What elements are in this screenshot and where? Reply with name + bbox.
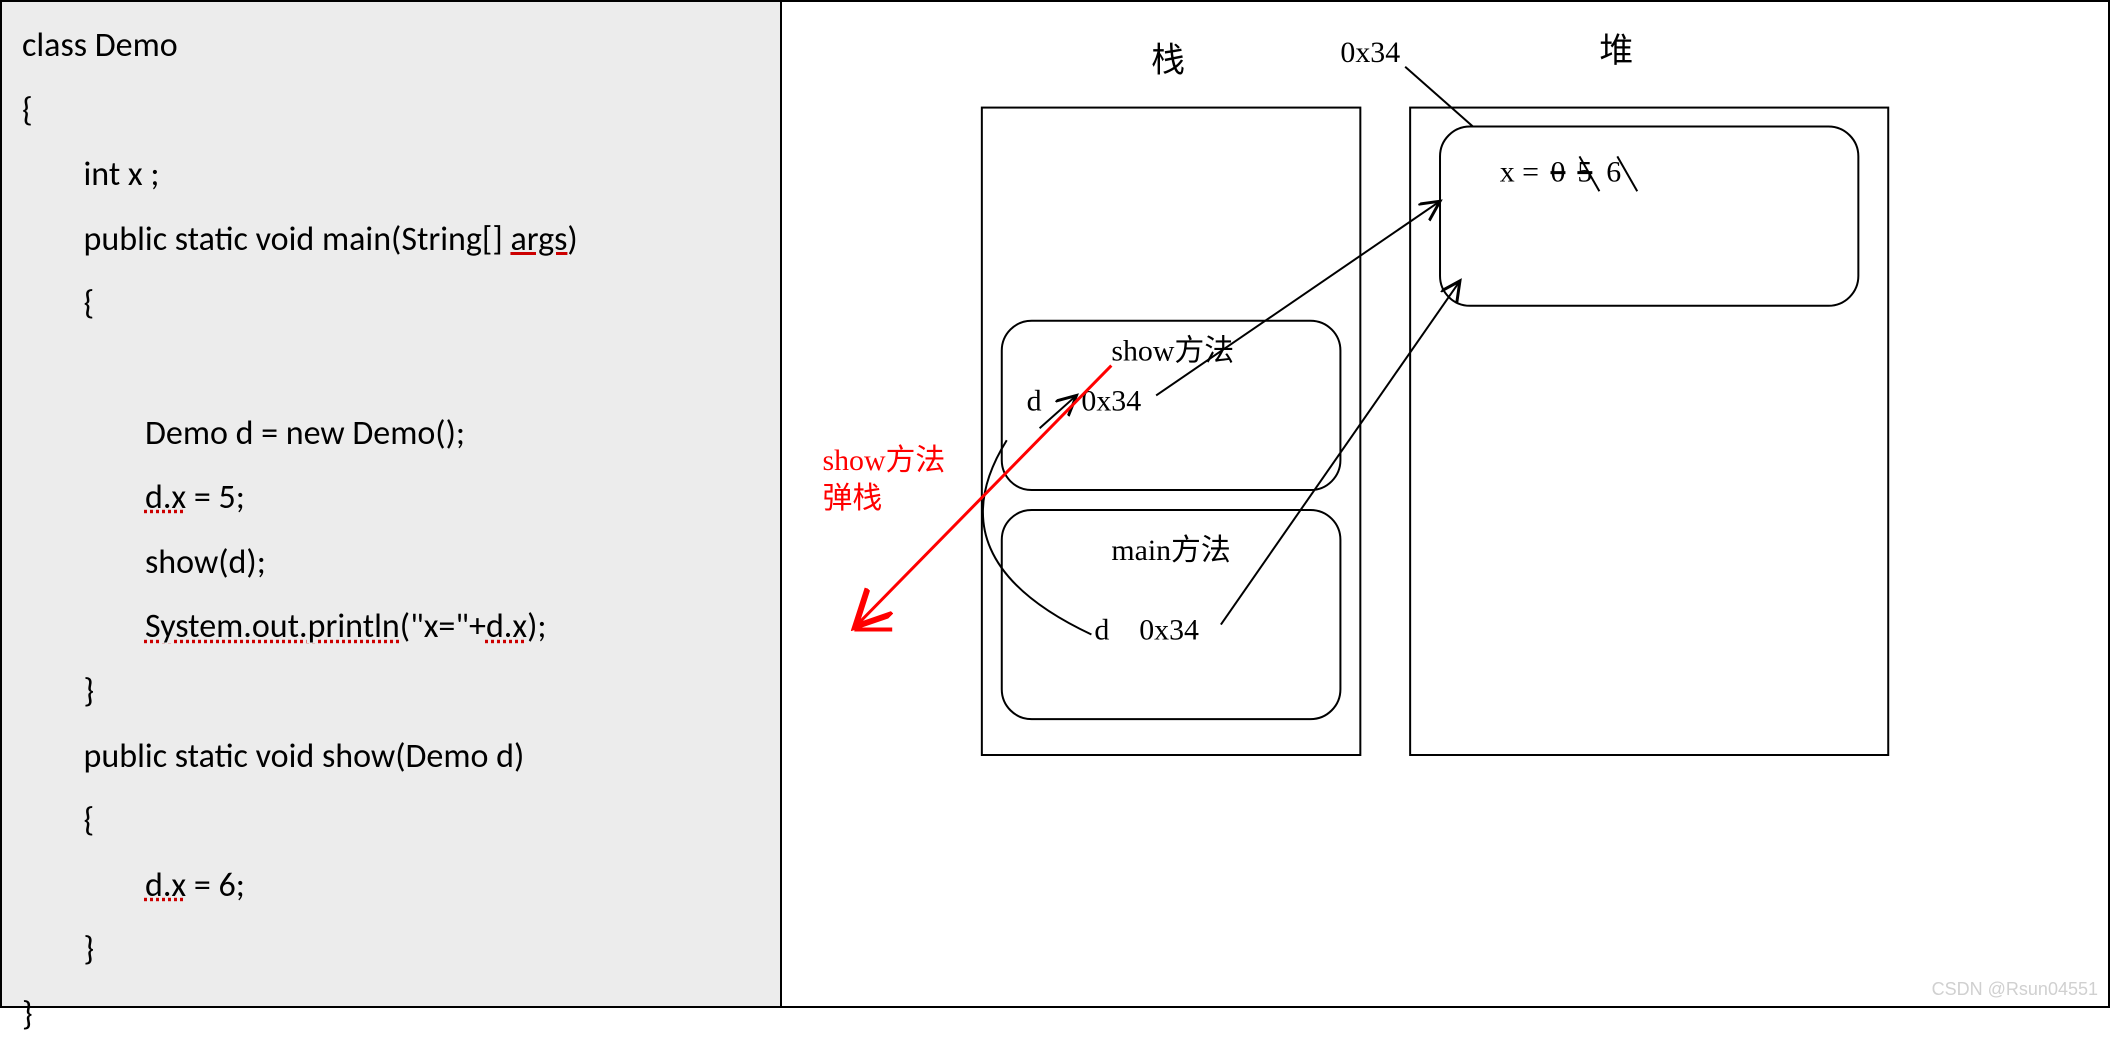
code-line: }	[22, 994, 33, 1035]
code-line: }	[22, 671, 94, 712]
memory-diagram: 栈 堆 0x34 x = 056 show方法 d 0x34	[782, 2, 2108, 1006]
code-line: show(d);	[22, 542, 266, 583]
code-line	[22, 865, 145, 906]
watermark: CSDN @Rsun04551	[1932, 979, 2098, 1000]
main-d-label: d	[1094, 613, 1109, 646]
heap-var-v0: 0	[1551, 155, 1566, 188]
heap-var-v1: 5	[1577, 155, 1592, 188]
stack-box	[982, 108, 1360, 755]
stack-label: 栈	[1151, 41, 1185, 82]
code-line: = 5;	[186, 477, 245, 518]
red-annotation-l2: 弹栈	[822, 482, 882, 515]
red-pop-arrow	[857, 366, 1111, 625]
heap-var-eq: x =	[1500, 155, 1547, 188]
code-line: )	[567, 219, 577, 260]
heap-var: x = 056	[1500, 155, 1621, 188]
code-line: );	[527, 606, 546, 647]
heap-object	[1440, 127, 1858, 306]
heap-box	[1410, 108, 1888, 755]
main-method-label: main方法	[1111, 534, 1231, 567]
code-dx: d.x	[486, 606, 527, 647]
code-line	[22, 477, 145, 518]
code-panel: class Demo { int x ; public static void …	[2, 2, 782, 1006]
code-line: = 6;	[186, 865, 245, 906]
red-annotation-l1: show方法	[822, 444, 945, 477]
code-line: {	[22, 283, 94, 324]
main-addr: 0x34	[1139, 613, 1199, 646]
show-d-label: d	[1027, 384, 1042, 417]
code-line: {	[22, 800, 94, 841]
code-line: }	[22, 929, 94, 970]
code-sop: System.out.println	[145, 606, 400, 647]
code-line: public static void main(String[]	[22, 219, 510, 260]
diagram-panel: 栈 堆 0x34 x = 056 show方法 d 0x34	[782, 2, 2108, 1006]
code-dx: d.x	[145, 865, 186, 906]
show-addr: 0x34	[1081, 384, 1141, 417]
code-line: public static void show(Demo d)	[22, 736, 524, 777]
code-line: int x ;	[22, 154, 159, 195]
code-line: Demo d = new Demo();	[22, 413, 465, 454]
code-line: class Demo	[22, 25, 178, 66]
show-d-arrow	[1040, 395, 1077, 428]
heap-label: 堆	[1599, 31, 1633, 72]
show-to-heap-arrow	[1156, 201, 1440, 395]
show-method-label: show方法	[1111, 335, 1234, 368]
code-dx: d.x	[145, 477, 186, 518]
address-label: 0x34	[1340, 36, 1400, 69]
code-line	[22, 606, 145, 647]
addr-to-heap-line	[1405, 67, 1473, 127]
container: class Demo { int x ; public static void …	[0, 0, 2110, 1008]
code-line: {	[22, 90, 33, 131]
code-line: ("x="+	[400, 606, 486, 647]
main-to-show-curve	[983, 440, 1092, 634]
code-args: args	[510, 219, 567, 260]
